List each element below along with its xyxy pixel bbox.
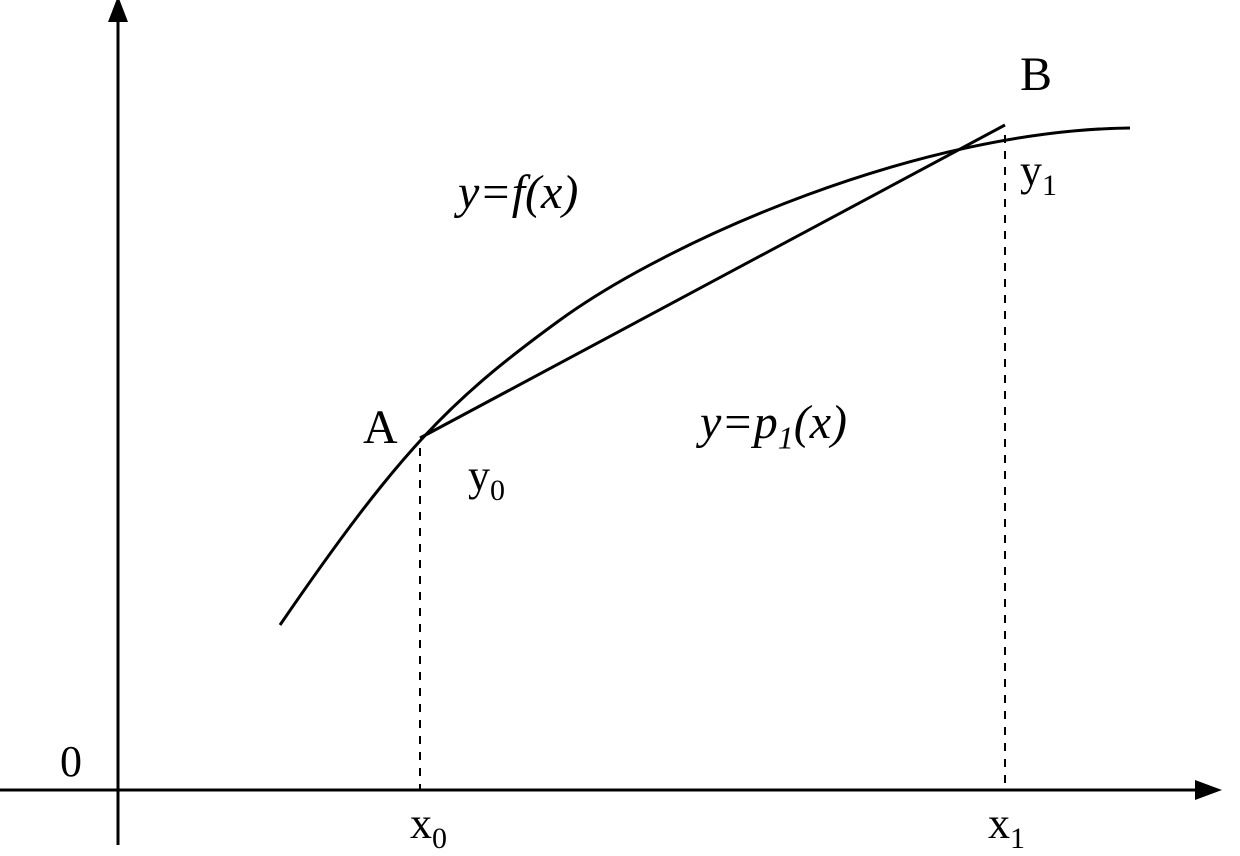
origin-label: 0 bbox=[60, 736, 82, 787]
p1-function-label: y=p1(x) bbox=[700, 395, 847, 457]
point-b-label: B bbox=[1020, 47, 1052, 102]
y-axis-arrow bbox=[108, 0, 128, 22]
x-axis-arrow bbox=[1195, 780, 1222, 800]
x0-label: x0 bbox=[410, 798, 447, 856]
f-function-label: y=f(x) bbox=[458, 165, 578, 220]
y0-label: y0 bbox=[468, 450, 505, 508]
x1-label: x1 bbox=[988, 798, 1025, 856]
curve-f bbox=[280, 128, 1130, 625]
y1-label: y1 bbox=[1020, 145, 1057, 203]
interpolation-diagram: 0 x0 x1 y0 y1 A B y=f(x) y=p1(x) bbox=[0, 0, 1240, 845]
point-a-label: A bbox=[363, 400, 398, 455]
diagram-svg bbox=[0, 0, 1240, 845]
